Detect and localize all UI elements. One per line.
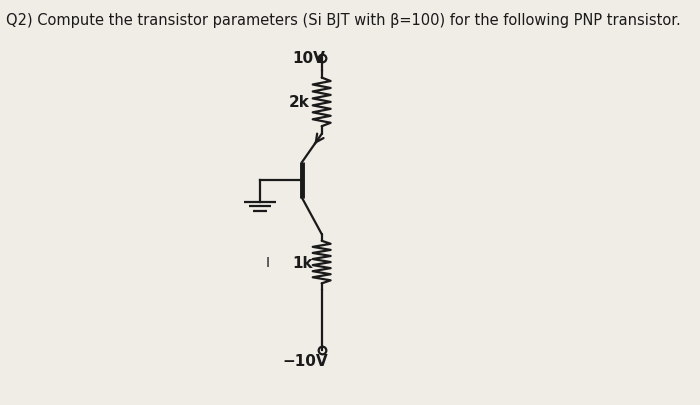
- Text: 10V: 10V: [293, 50, 326, 65]
- Text: Q2) Compute the transistor parameters (Si BJT with β=100) for the following PNP : Q2) Compute the transistor parameters (S…: [6, 13, 680, 28]
- Text: I: I: [266, 256, 270, 269]
- Text: −10V: −10V: [283, 354, 328, 369]
- Text: 1k: 1k: [293, 255, 313, 270]
- Text: 2k: 2k: [289, 95, 310, 110]
